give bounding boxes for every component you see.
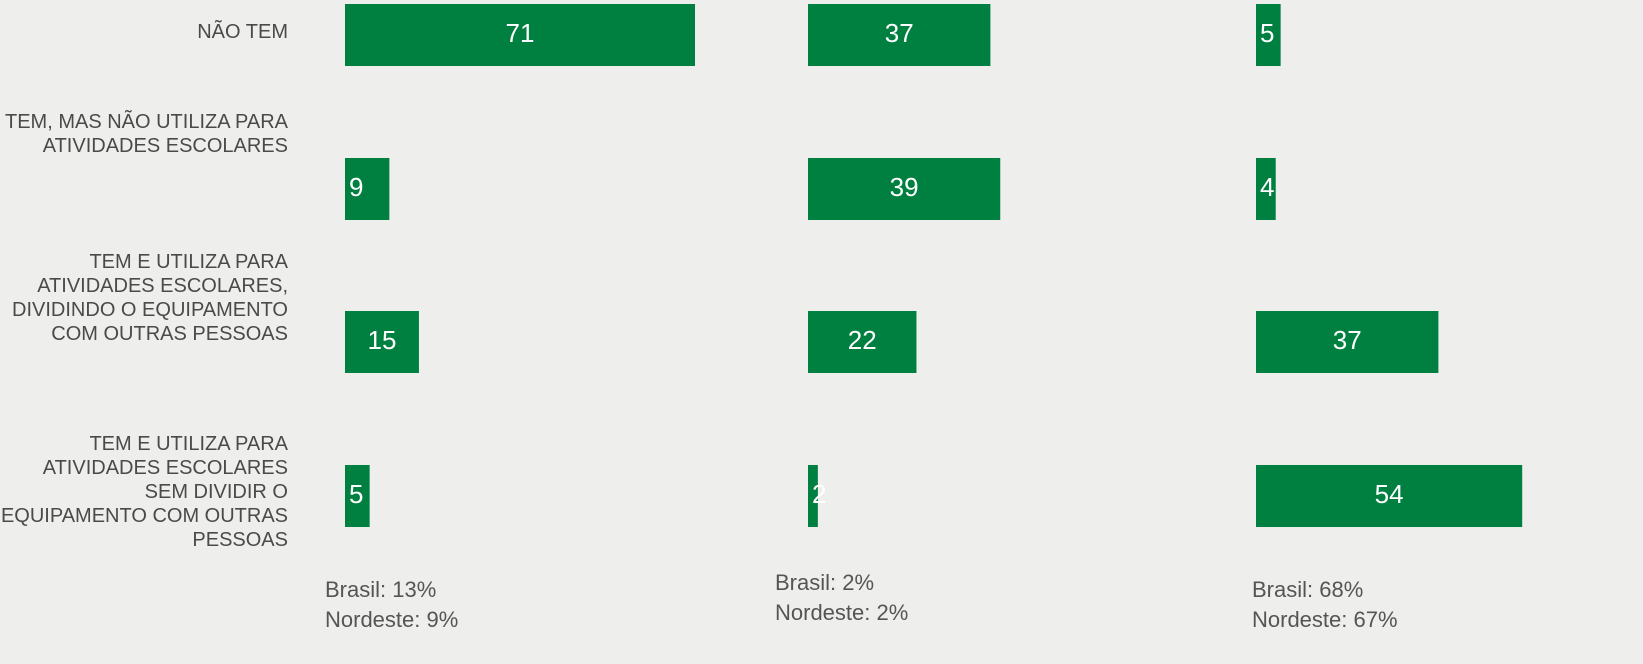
- value-label: 54: [1375, 479, 1404, 509]
- value-label: 71: [506, 18, 535, 48]
- bar: [1256, 158, 1276, 220]
- category-label: TEM, MAS NÃO UTILIZA PARA ATIVIDADES ESC…: [4, 111, 288, 157]
- category-label: NÃO TEM: [197, 21, 288, 43]
- category-label: TEM E UTILIZA PARA ATIVIDADES ESCOLARES …: [0, 433, 288, 551]
- note: Nordeste: 9%: [325, 607, 459, 632]
- note: Brasil: 2%: [775, 570, 875, 595]
- category-label: TEM E UTILIZA PARA ATIVIDADES ESCOLARES,…: [12, 251, 288, 345]
- value-label: 2: [812, 479, 826, 509]
- value-label: 15: [368, 325, 397, 355]
- note: Nordeste: 67%: [1252, 607, 1398, 632]
- value-label: 5: [349, 479, 363, 509]
- note: Nordeste: 2%: [775, 600, 909, 625]
- bar: [345, 311, 419, 373]
- bar: [345, 4, 695, 66]
- value-label: 37: [1333, 325, 1362, 355]
- note: Brasil: 13%: [325, 577, 437, 602]
- bar: [345, 465, 370, 527]
- bar: [1256, 311, 1439, 373]
- bar: [345, 158, 390, 220]
- bar: [808, 465, 818, 527]
- value-label: 5: [1260, 18, 1274, 48]
- value-label: 22: [848, 325, 877, 355]
- value-label: 9: [349, 172, 363, 202]
- bar: [1256, 4, 1281, 66]
- bar: [808, 4, 991, 66]
- note: Brasil: 68%: [1252, 577, 1364, 602]
- value-label: 39: [890, 172, 919, 202]
- bar: [1256, 465, 1523, 527]
- bar: [808, 158, 1001, 220]
- value-label: 4: [1260, 172, 1274, 202]
- bar: [808, 311, 917, 373]
- value-label: 37: [885, 18, 914, 48]
